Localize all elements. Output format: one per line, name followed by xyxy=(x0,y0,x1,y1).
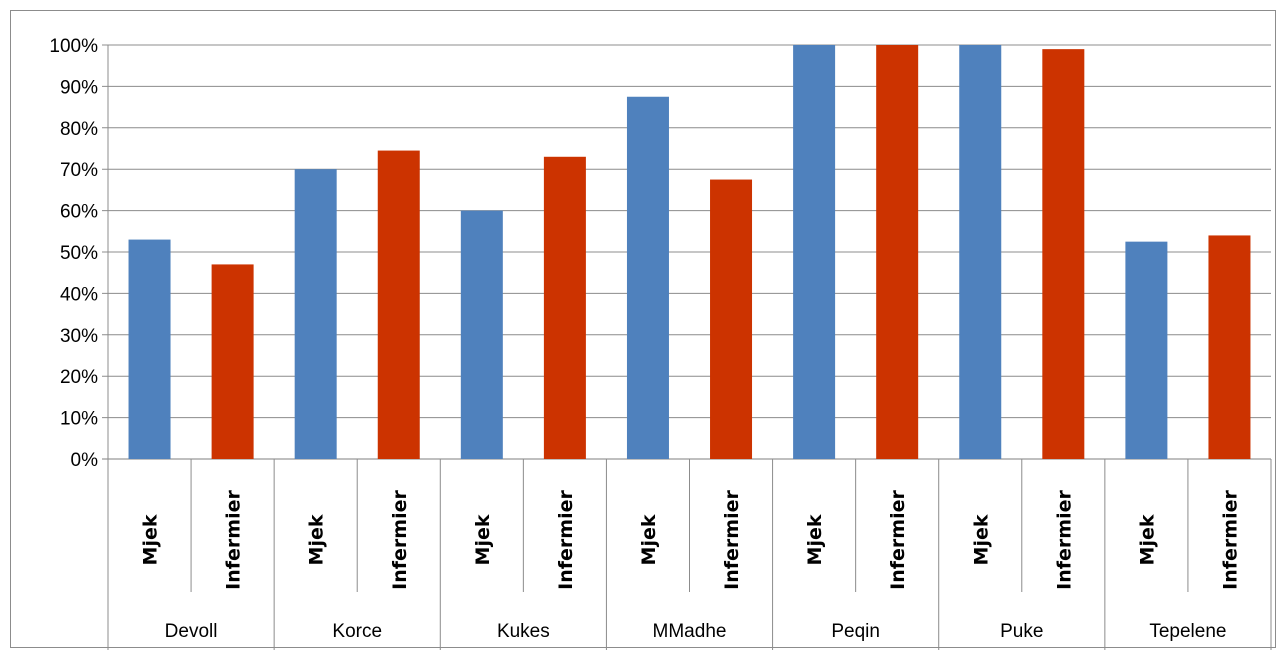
group-label: Devoll xyxy=(165,621,218,642)
y-tick-label: 50% xyxy=(60,243,98,264)
group-label: MMadhe xyxy=(653,621,727,642)
sub-category-label: Infermier xyxy=(721,490,743,590)
group-label: Korce xyxy=(332,621,382,642)
group-label: Puke xyxy=(1000,621,1043,642)
sub-category-label: Infermier xyxy=(887,490,909,590)
sub-category-label: Mjek xyxy=(970,514,992,565)
y-tick-label: 40% xyxy=(60,284,98,305)
sub-category-label: Infermier xyxy=(1219,490,1241,590)
group-label: Kukes xyxy=(497,621,550,642)
y-tick-label: 60% xyxy=(60,202,98,223)
sub-category-label: Infermier xyxy=(223,490,245,590)
y-tick-label: 20% xyxy=(60,367,98,388)
bar-peqin-mjek xyxy=(793,45,836,459)
sub-category-label: Mjek xyxy=(140,514,162,565)
bar-korce-infermier xyxy=(377,150,420,459)
sub-category-label: Mjek xyxy=(804,514,826,565)
y-tick-label: 80% xyxy=(60,119,98,140)
bar-devoll-infermier xyxy=(211,264,254,459)
bar-devoll-mjek xyxy=(128,239,171,459)
bar-mmadhe-infermier xyxy=(710,179,753,460)
y-tick-label: 100% xyxy=(49,36,98,57)
y-tick-label: 90% xyxy=(60,77,98,98)
sub-category-label: Infermier xyxy=(1053,490,1075,590)
bar-mmadhe-mjek xyxy=(626,96,669,459)
bar-puke-mjek xyxy=(959,45,1002,459)
sub-category-label: Mjek xyxy=(306,514,328,565)
sub-category-label: Mjek xyxy=(1136,514,1158,565)
bar-kukes-infermier xyxy=(543,156,586,459)
bar-tepelene-infermier xyxy=(1208,235,1251,459)
bar-peqin-infermier xyxy=(876,45,919,459)
y-tick-label: 0% xyxy=(71,450,99,471)
sub-category-label: Mjek xyxy=(472,514,494,565)
bar-puke-infermier xyxy=(1042,49,1085,459)
sub-category-label: Infermier xyxy=(555,490,577,590)
y-tick-label: 10% xyxy=(60,409,98,430)
bar-kukes-mjek xyxy=(460,210,503,459)
bar-korce-mjek xyxy=(294,169,337,459)
y-tick-label: 70% xyxy=(60,160,98,181)
y-tick-label: 30% xyxy=(60,326,98,347)
sub-category-label: Mjek xyxy=(638,514,660,565)
bar-tepelene-mjek xyxy=(1125,241,1168,459)
group-label: Peqin xyxy=(831,621,880,642)
sub-category-label: Infermier xyxy=(389,490,411,590)
group-label: Tepelene xyxy=(1149,621,1226,642)
